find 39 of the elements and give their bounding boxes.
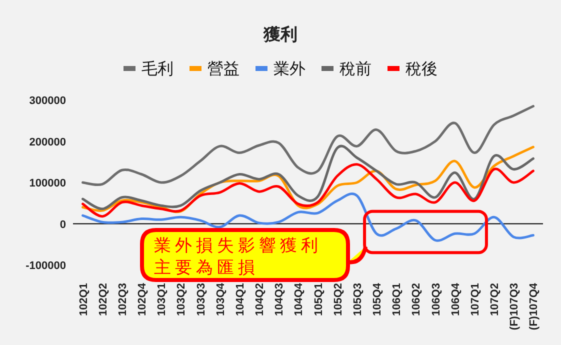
x-tick-label: 104Q2 xyxy=(254,283,266,316)
x-tick-label: 103Q1 xyxy=(156,283,168,316)
x-tick-label: 105Q3 xyxy=(352,283,364,316)
x-tick-label: 102Q3 xyxy=(116,283,129,316)
x-tick-label: 103Q2 xyxy=(176,283,188,316)
x-tick-label: (F)107Q4 xyxy=(528,282,540,330)
x-tick-label: 106Q3 xyxy=(430,283,442,316)
annotation: 業外損失影響獲利 xyxy=(154,236,322,256)
x-tick-label: 104Q3 xyxy=(274,283,286,316)
x-tick-label: 104Q4 xyxy=(293,282,306,316)
legend-label: 營益 xyxy=(208,60,240,78)
y-tick-label: 100000 xyxy=(29,178,66,190)
x-tick-label: 106Q1 xyxy=(391,283,404,316)
legend-label: 稅後 xyxy=(406,60,438,78)
x-tick-label: 103Q4 xyxy=(214,282,227,316)
x-tick-label: 107Q1 xyxy=(469,283,482,316)
x-tick-label: 103Q3 xyxy=(195,283,208,316)
x-tick-label: 106Q4 xyxy=(450,282,462,316)
x-tick-label: (F)107Q3 xyxy=(508,283,521,330)
legend-label: 稅前 xyxy=(340,60,372,78)
line-series xyxy=(82,163,534,218)
x-tick-label: 102Q1 xyxy=(78,283,90,316)
y-tick-label: -100000 xyxy=(26,260,66,272)
legend-label: 業外 xyxy=(274,60,306,78)
line-series xyxy=(82,104,534,186)
y-tick-label: 0 xyxy=(60,218,66,231)
x-tick-label: 106Q2 xyxy=(410,283,423,316)
y-tick-label: 300000 xyxy=(29,95,66,107)
annotation: 主要為匯損 xyxy=(154,258,259,278)
chart-title: 獲利 xyxy=(262,25,298,44)
x-tick-label: 105Q4 xyxy=(372,282,384,316)
x-tick-label: 102Q4 xyxy=(136,282,149,316)
x-tick-label: 102Q2 xyxy=(97,283,110,316)
x-tick-label: 104Q1 xyxy=(234,283,246,316)
legend-label: 毛利 xyxy=(142,60,174,78)
x-tick-label: 107Q2 xyxy=(489,283,502,316)
x-tick-label: 105Q2 xyxy=(332,283,344,316)
x-tick-label: 105Q1 xyxy=(312,283,325,316)
y-tick-label: 200000 xyxy=(29,136,66,148)
